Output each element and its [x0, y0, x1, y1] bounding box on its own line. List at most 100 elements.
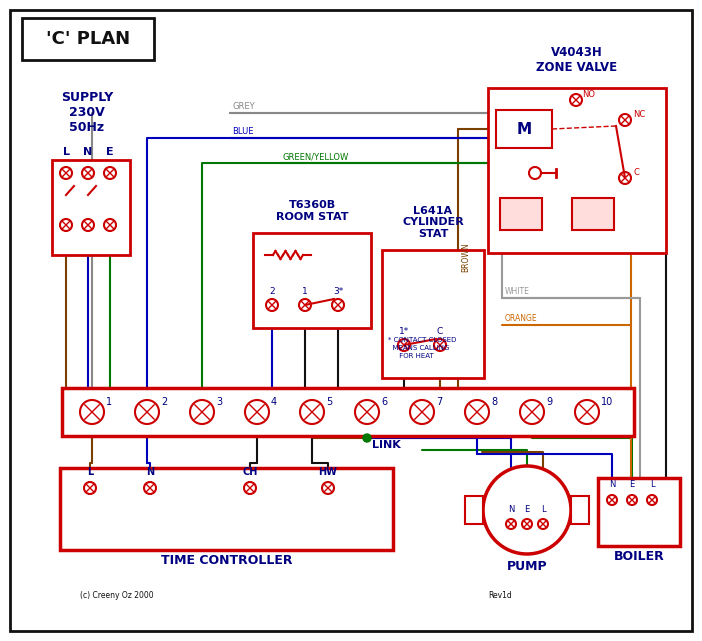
Bar [496, 110, 552, 148]
Text: 7: 7 [436, 397, 442, 407]
Text: 10: 10 [601, 397, 614, 407]
Text: WHITE: WHITE [505, 287, 530, 296]
Circle shape [104, 219, 116, 231]
Text: BLUE: BLUE [232, 127, 253, 136]
Circle shape [144, 482, 156, 494]
Text: T6360B
ROOM STAT: T6360B ROOM STAT [276, 201, 348, 222]
Circle shape [245, 400, 269, 424]
Circle shape [538, 519, 548, 529]
Text: 1: 1 [302, 287, 308, 296]
Circle shape [575, 400, 599, 424]
Text: SUPPLY
230V
50Hz: SUPPLY 230V 50Hz [61, 90, 113, 133]
Circle shape [506, 519, 516, 529]
Text: 2: 2 [161, 397, 167, 407]
Text: C: C [633, 168, 639, 177]
Bar [500, 198, 542, 230]
Circle shape [465, 400, 489, 424]
Text: 1: 1 [106, 397, 112, 407]
Circle shape [190, 400, 214, 424]
Circle shape [266, 299, 278, 311]
Text: 'C' PLAN: 'C' PLAN [46, 30, 130, 48]
Text: 8: 8 [491, 397, 497, 407]
Text: NO: NO [582, 90, 595, 99]
Text: M: M [517, 122, 531, 137]
Text: E: E [524, 505, 529, 514]
Bar [52, 160, 130, 255]
Circle shape [82, 167, 94, 179]
Circle shape [60, 219, 72, 231]
Circle shape [80, 400, 104, 424]
Text: GREEN/YELLOW: GREEN/YELLOW [282, 152, 348, 161]
Circle shape [84, 482, 96, 494]
Text: C: C [437, 327, 443, 336]
Bar [571, 496, 589, 524]
Text: 2: 2 [269, 287, 274, 296]
Circle shape [627, 495, 637, 505]
Bar [465, 496, 483, 524]
Text: * CONTACT CLOSED
  MEANS CALLING
     FOR HEAT: * CONTACT CLOSED MEANS CALLING FOR HEAT [388, 337, 456, 359]
Circle shape [647, 495, 657, 505]
Text: 5: 5 [326, 397, 332, 407]
Bar [382, 250, 484, 378]
Text: ORANGE: ORANGE [505, 314, 538, 323]
Text: L641A
CYLINDER
STAT: L641A CYLINDER STAT [402, 206, 464, 239]
Circle shape [299, 299, 311, 311]
Bar [253, 233, 371, 328]
Circle shape [300, 400, 324, 424]
Text: L: L [87, 467, 93, 477]
Text: 1*: 1* [399, 327, 409, 336]
Circle shape [135, 400, 159, 424]
Text: BOILER: BOILER [614, 550, 664, 563]
Text: NC: NC [633, 110, 645, 119]
Text: 4: 4 [271, 397, 277, 407]
Bar [60, 468, 393, 550]
Circle shape [570, 94, 582, 106]
Circle shape [332, 299, 344, 311]
Text: 3*: 3* [333, 287, 343, 296]
Bar [62, 388, 634, 436]
Bar [22, 18, 154, 60]
Text: N: N [84, 147, 93, 157]
Text: V4043H
ZONE VALVE: V4043H ZONE VALVE [536, 46, 618, 74]
Text: (c) Creeny Oz 2000: (c) Creeny Oz 2000 [80, 591, 154, 600]
Text: LINK: LINK [372, 440, 401, 450]
Circle shape [355, 400, 379, 424]
Text: HW: HW [319, 467, 338, 477]
Text: L: L [62, 147, 69, 157]
Text: N: N [146, 467, 154, 477]
Circle shape [244, 482, 256, 494]
Bar [572, 198, 614, 230]
Text: TIME CONTROLLER: TIME CONTROLLER [161, 554, 292, 567]
Circle shape [619, 114, 631, 126]
Circle shape [483, 466, 571, 554]
Text: Rev1d: Rev1d [488, 591, 512, 600]
Circle shape [619, 172, 631, 184]
Text: CH: CH [242, 467, 258, 477]
Bar [598, 478, 680, 546]
Circle shape [434, 339, 446, 351]
Text: L: L [649, 480, 654, 489]
Text: BROWN: BROWN [461, 242, 470, 272]
Circle shape [522, 519, 532, 529]
Text: 6: 6 [381, 397, 387, 407]
Circle shape [82, 219, 94, 231]
Circle shape [363, 434, 371, 442]
Text: GREY: GREY [232, 102, 255, 111]
Circle shape [529, 167, 541, 179]
Circle shape [322, 482, 334, 494]
Circle shape [410, 400, 434, 424]
Circle shape [398, 339, 410, 351]
Text: PUMP: PUMP [507, 560, 548, 573]
Circle shape [60, 167, 72, 179]
Text: E: E [106, 147, 114, 157]
Text: 9: 9 [546, 397, 552, 407]
Circle shape [520, 400, 544, 424]
Text: E: E [630, 480, 635, 489]
Text: N: N [508, 505, 514, 514]
Text: N: N [609, 480, 615, 489]
Text: 3: 3 [216, 397, 222, 407]
Circle shape [104, 167, 116, 179]
Bar [488, 88, 666, 253]
Circle shape [607, 495, 617, 505]
Text: L: L [541, 505, 545, 514]
